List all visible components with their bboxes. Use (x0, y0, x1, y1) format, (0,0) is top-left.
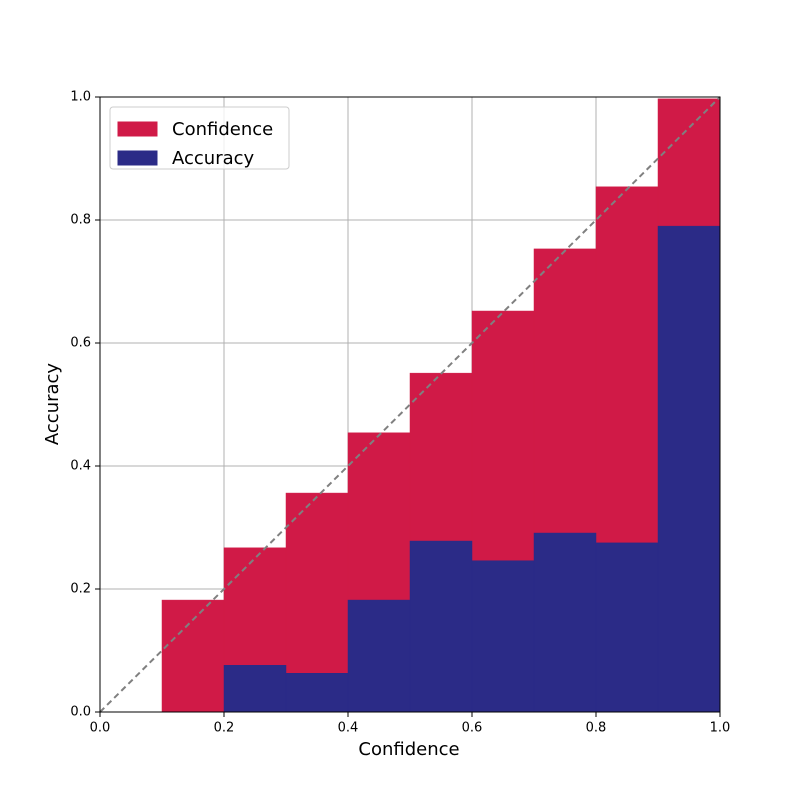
bar (347, 599, 411, 713)
x-tick-label: 0.8 (586, 721, 607, 736)
legend-swatch (117, 150, 158, 166)
plot-frame (99, 96, 721, 713)
y-tick-label: 0.8 (70, 213, 91, 228)
x-tick-label: 0.6 (462, 721, 483, 736)
y-axis-label: Accuracy (42, 363, 63, 446)
bar (657, 225, 721, 713)
x-tick-label: 0.2 (214, 721, 235, 736)
legend-label: Confidence (172, 119, 273, 140)
legend-swatch (117, 121, 158, 137)
x-axis-label: Confidence (358, 739, 459, 760)
legend-label: Accuracy (172, 148, 255, 169)
y-tick-label: 0.6 (70, 336, 91, 351)
y-tick-label: 0.2 (70, 582, 91, 597)
bar (285, 673, 349, 713)
bar (533, 532, 597, 713)
x-tick-label: 0.0 (90, 721, 111, 736)
y-tick-label: 1.0 (70, 90, 91, 105)
bar (161, 599, 225, 713)
x-tick-label: 0.4 (338, 721, 359, 736)
bar (223, 665, 287, 713)
bar (471, 560, 535, 713)
bar (595, 542, 659, 713)
y-tick-label: 0.0 (70, 705, 91, 720)
y-tick-label: 0.4 (70, 459, 91, 474)
x-tick-label: 1.0 (710, 721, 731, 736)
diagonal (99, 96, 721, 713)
bar (409, 540, 473, 713)
